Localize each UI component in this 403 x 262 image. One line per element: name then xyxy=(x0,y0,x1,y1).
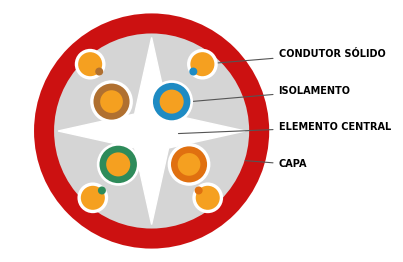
Circle shape xyxy=(95,68,103,75)
Text: CONDUTOR SÓLIDO: CONDUTOR SÓLIDO xyxy=(205,48,385,64)
Circle shape xyxy=(77,182,108,213)
Circle shape xyxy=(192,182,223,213)
Circle shape xyxy=(54,34,249,228)
Circle shape xyxy=(106,152,130,176)
Text: ISOLAMENTO: ISOLAMENTO xyxy=(193,86,351,101)
Text: ELEMENTO CENTRAL: ELEMENTO CENTRAL xyxy=(179,122,391,134)
Circle shape xyxy=(196,186,220,210)
Circle shape xyxy=(78,52,102,76)
Circle shape xyxy=(75,49,106,80)
Circle shape xyxy=(178,153,200,176)
Circle shape xyxy=(100,146,137,183)
Circle shape xyxy=(153,83,190,120)
Circle shape xyxy=(90,80,133,123)
Circle shape xyxy=(168,143,210,186)
Circle shape xyxy=(98,187,106,194)
Circle shape xyxy=(187,49,218,80)
Circle shape xyxy=(97,143,139,186)
Circle shape xyxy=(34,13,269,249)
Circle shape xyxy=(150,80,193,123)
Circle shape xyxy=(160,90,184,114)
Polygon shape xyxy=(58,37,245,225)
Circle shape xyxy=(100,90,123,113)
Circle shape xyxy=(190,52,214,76)
Text: CAPA: CAPA xyxy=(245,159,307,170)
Circle shape xyxy=(195,187,203,194)
Circle shape xyxy=(93,84,130,120)
Circle shape xyxy=(171,146,207,182)
Circle shape xyxy=(81,186,105,210)
Circle shape xyxy=(189,68,197,75)
